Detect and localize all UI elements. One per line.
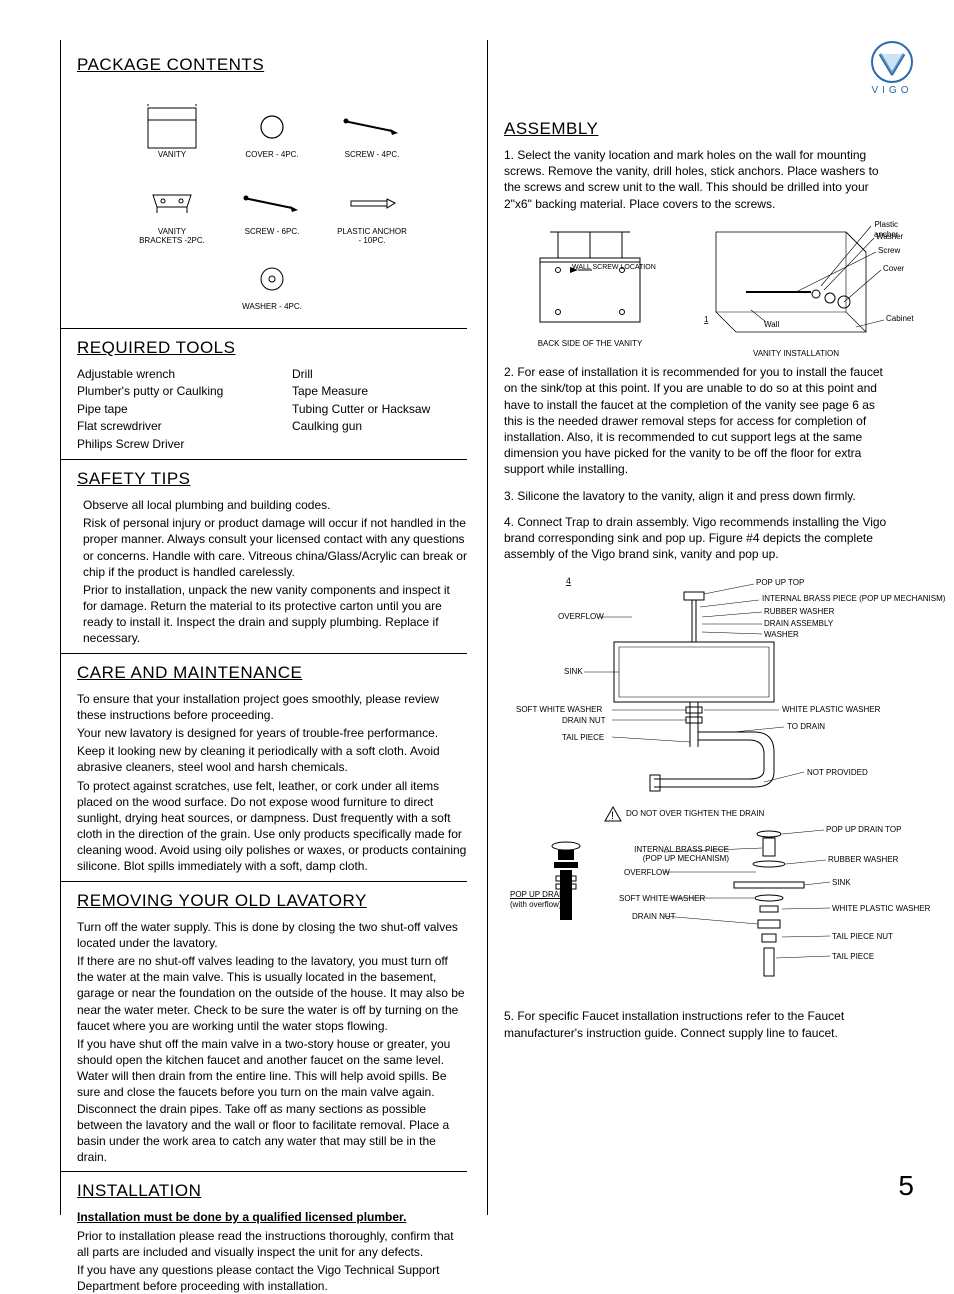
tool-item: Adjustable wrench — [77, 366, 252, 383]
svg-text:1: 1 — [704, 315, 709, 324]
lbl-not-provided: NOT PROVIDED — [807, 768, 868, 779]
tool-item: Flat screwdriver — [77, 418, 252, 435]
assembly-step-1: 1. Select the vanity location and mark h… — [504, 147, 896, 212]
tool-item: Tape Measure — [292, 383, 467, 400]
lbl-cabinet: Cabinet — [886, 314, 914, 325]
safety-para: Risk of personal injury or product damag… — [83, 515, 467, 580]
lbl-sink-2: SINK — [832, 878, 851, 889]
pkg-item: PLASTIC ANCHOR - 10PC. — [337, 180, 407, 246]
lbl-drain-assembly: DRAIN ASSEMBLY — [764, 619, 833, 630]
pkg-item: COVER - 4PC. — [237, 103, 307, 160]
lbl-sink: SINK — [564, 667, 583, 678]
pkg-label: SCREW - 6PC. — [237, 228, 307, 237]
pkg-label: COVER - 4PC. — [237, 151, 307, 160]
care-para: To protect against scratches, use felt, … — [77, 778, 467, 875]
removing-para: Turn off the water supply. This is done … — [77, 919, 467, 951]
lbl-int-brass: INTERNAL BRASS PIECE — [634, 845, 729, 854]
svg-text:!: ! — [611, 810, 614, 822]
care-para: To ensure that your installation project… — [77, 691, 467, 723]
removing-para: If there are no shut-off valves leading … — [77, 953, 467, 1034]
install-note: Installation must be done by a qualified… — [77, 1209, 467, 1225]
lbl-soft-white-2: SOFT WHITE WASHER — [619, 894, 705, 905]
lbl-popup-mech: (POP UP MECHANISM) — [643, 854, 729, 863]
heading-care: CARE AND MAINTENANCE — [77, 662, 467, 685]
lbl-overflow: OVERFLOW — [558, 612, 604, 623]
tool-item: Drill — [292, 366, 467, 383]
pkg-item: VANITY — [137, 103, 207, 160]
pkg-label: PLASTIC ANCHOR - 10PC. — [337, 228, 407, 246]
pkg-item: VANITY BRACKETS -2PC. — [137, 180, 207, 246]
heading-assembly: ASSEMBLY — [504, 118, 896, 141]
lbl-overflow-2: OVERFLOW — [624, 868, 670, 879]
heading-package-contents: PACKAGE CONTENTS — [77, 54, 467, 77]
svg-text:4: 4 — [566, 576, 571, 586]
removing-body: Turn off the water supply. This is done … — [77, 919, 467, 1166]
page-number: 5 — [898, 1167, 914, 1205]
care-body: To ensure that your installation project… — [77, 691, 467, 875]
care-para: Keep it looking new by cleaning it perio… — [77, 743, 467, 775]
care-para: Your new lavatory is designed for years … — [77, 725, 467, 741]
tool-item: Tubing Cutter or Hacksaw — [292, 401, 467, 418]
right-column: ASSEMBLY 1. Select the vanity location a… — [487, 40, 914, 1215]
pkg-item: SCREW - 4PC. — [337, 103, 407, 160]
lbl-drain-nut-2: DRAIN NUT — [632, 912, 676, 923]
left-column: PACKAGE CONTENTS VANITY COVER - 4PC. SCR… — [60, 40, 487, 1215]
lbl-washer-2: WASHER — [764, 630, 799, 641]
lbl-popup-top: POP UP TOP — [756, 578, 804, 589]
lbl-internal-brass: INTERNAL BRASS PIECE (POP UP MECHANISM) — [762, 594, 945, 605]
package-contents-grid: VANITY COVER - 4PC. SCREW - 4PC. VANITY … — [77, 83, 467, 322]
safety-para: Prior to installation, unpack the new va… — [83, 582, 467, 647]
lbl-rubber-washer: RUBBER WASHER — [764, 607, 834, 618]
warning-text: DO NOT OVER TIGHTEN THE DRAIN — [626, 809, 764, 820]
pkg-item: WASHER - 4PC. — [237, 255, 307, 312]
lbl-cover: Cover — [883, 264, 904, 275]
lbl-wall: Wall — [764, 320, 779, 331]
lbl-screw: Screw — [878, 246, 900, 257]
lbl-washer: Washer — [876, 232, 903, 243]
install-para: If you have any questions please contact… — [77, 1262, 467, 1294]
lbl-white-plastic-2: WHITE PLASTIC WASHER — [832, 904, 930, 915]
lbl-with-overflow: (with overflow) — [510, 900, 562, 911]
assembly-step-2: 2. For ease of installation it is recomm… — [504, 364, 896, 477]
tools-list: Adjustable wrench Plumber's putty or Cau… — [77, 366, 467, 453]
caption-backside: BACK SIDE OF THE VANITY — [504, 339, 676, 350]
lbl-white-plastic: WHITE PLASTIC WASHER — [782, 705, 880, 716]
lbl-drain-nut: DRAIN NUT — [562, 716, 606, 727]
safety-para: Observe all local plumbing and building … — [83, 497, 467, 513]
assembly-step-5: 5. For specific Faucet installation inst… — [504, 1008, 896, 1040]
tool-item: Plumber's putty or Caulking — [77, 383, 252, 400]
assembly-step-4: 4. Connect Trap to drain assembly. Vigo … — [504, 514, 896, 563]
diagram-drain-detail: POP UP DRAIN (with overflow) POP UP DRAI… — [504, 828, 896, 1008]
install-para: Prior to installation please read the in… — [77, 1228, 467, 1260]
tool-item: Pipe tape — [77, 401, 252, 418]
heading-required-tools: REQUIRED TOOLS — [77, 337, 467, 360]
lbl-tail-nut: TAIL PIECE NUT — [832, 932, 893, 943]
lbl-to-drain: TO DRAIN — [787, 722, 825, 733]
caption-install: VANITY INSTALLATION — [696, 349, 896, 360]
lbl-rubber-2: RUBBER WASHER — [828, 855, 898, 866]
pkg-item: SCREW - 6PC. — [237, 180, 307, 246]
diagram-sink-assembly: 4 POP UP TOP INTERNAL BRASS PIECE (POP U… — [504, 572, 896, 802]
pkg-label: WASHER - 4PC. — [237, 303, 307, 312]
lbl-wall-screw: WALL SCREW LOCATION — [572, 264, 656, 271]
warning-icon: ! — [604, 806, 622, 822]
lbl-soft-white: SOFT WHITE WASHER — [516, 705, 602, 716]
tool-item: Philips Screw Driver — [77, 436, 252, 453]
lbl-popup-drain-top: POP UP DRAIN TOP — [826, 825, 901, 836]
pkg-label: VANITY — [137, 151, 207, 160]
assembly-step-3: 3. Silicone the lavatory to the vanity, … — [504, 488, 896, 504]
pkg-label: SCREW - 4PC. — [337, 151, 407, 160]
heading-removing: REMOVING YOUR OLD LAVATORY — [77, 890, 467, 913]
heading-installation: INSTALLATION — [77, 1180, 467, 1203]
tool-item: Caulking gun — [292, 418, 467, 435]
installation-body: Installation must be done by a qualified… — [77, 1209, 467, 1294]
removing-para: If you have shut off the main valve in a… — [77, 1036, 467, 1166]
pkg-label: VANITY BRACKETS -2PC. — [137, 228, 207, 246]
warning-row: ! DO NOT OVER TIGHTEN THE DRAIN — [604, 806, 896, 822]
safety-body: Observe all local plumbing and building … — [83, 497, 467, 647]
lbl-tail-piece-2: TAIL PIECE — [832, 952, 874, 963]
lbl-tail-piece: TAIL PIECE — [562, 733, 604, 744]
diagram-mounting: WALL SCREW LOCATION BACK SIDE OF THE VAN… — [504, 222, 896, 361]
heading-safety-tips: SAFETY TIPS — [77, 468, 467, 491]
